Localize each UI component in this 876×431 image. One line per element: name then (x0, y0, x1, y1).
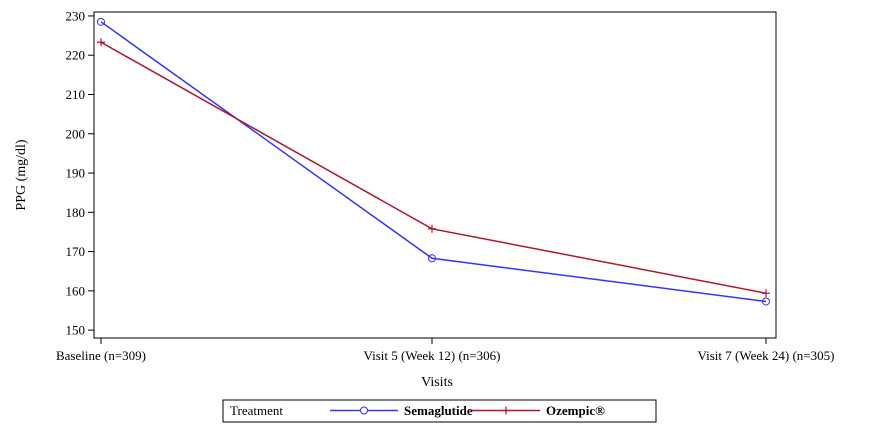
legend-box (222, 399, 657, 423)
legend: Treatment Semaglutide Ozempic® (222, 399, 657, 423)
data-point (97, 38, 105, 47)
y-axis-title: PPG (mg/dl) (14, 139, 29, 211)
data-point (762, 297, 770, 306)
y-tick-label: 150 (66, 323, 86, 338)
data-point (428, 224, 436, 233)
legend-marker-2 (502, 406, 510, 415)
y-tick-label: 220 (66, 48, 86, 63)
y-axis: 150 160 170 180 190 200 210 220 230 (66, 8, 94, 338)
series-line-1 (100, 21, 767, 303)
y-tick-label: 210 (66, 87, 86, 102)
plot-frame (93, 11, 777, 339)
legend-marker-1 (360, 406, 368, 415)
x-tick-label: Visit 7 (Week 24) (n=305) (698, 348, 835, 363)
x-tick-label: Baseline (n=309) (56, 348, 146, 363)
y-tick-label: 230 (66, 8, 86, 23)
y-tick-label: 200 (66, 126, 86, 141)
legend-label-1: Semaglutide (404, 403, 473, 418)
x-axis: Baseline (n=309) Visit 5 (Week 12) (n=306… (56, 338, 834, 363)
y-tick-label: 170 (66, 244, 86, 259)
legend-title: Treatment (230, 403, 283, 418)
data-point (428, 254, 436, 263)
data-point (97, 17, 105, 26)
y-tick-label: 180 (66, 205, 86, 220)
legend-entries: Semaglutide Ozempic® (330, 403, 605, 418)
legend-label-2: Ozempic® (546, 403, 605, 418)
x-axis-title: Visits (421, 375, 453, 390)
x-tick-label: Visit 5 (Week 12) (n=306) (364, 348, 501, 363)
y-tick-label: 190 (66, 166, 86, 181)
series-layer (97, 17, 770, 306)
data-point (762, 289, 770, 298)
y-tick-label: 160 (66, 283, 86, 298)
